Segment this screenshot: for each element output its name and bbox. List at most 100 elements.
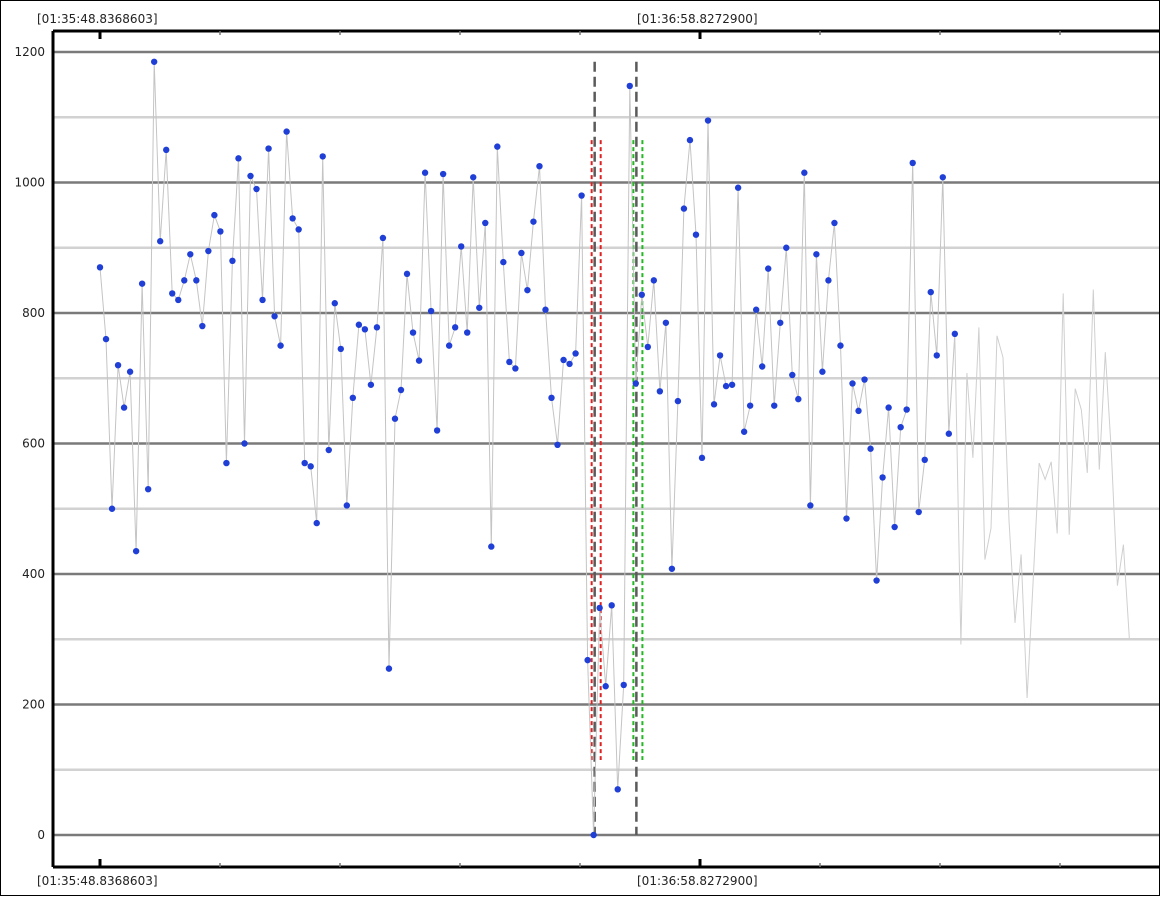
data-point	[157, 238, 164, 245]
vertical-markers	[590, 61, 644, 835]
data-point	[722, 382, 730, 390]
data-point	[271, 313, 278, 320]
y-tick-label: 200	[22, 698, 45, 712]
data-point	[355, 321, 363, 328]
data-point	[873, 577, 880, 584]
data-point	[680, 205, 688, 212]
data-point	[415, 357, 423, 364]
data-point	[813, 251, 820, 258]
data-point	[632, 380, 639, 387]
data-point	[506, 358, 513, 366]
data-point	[783, 244, 790, 251]
data-point	[734, 184, 742, 191]
data-point	[921, 456, 928, 464]
data-point	[265, 145, 272, 152]
data-point	[650, 277, 658, 284]
data-point	[855, 407, 862, 415]
data-point	[795, 395, 802, 403]
data-point	[289, 215, 296, 222]
data-point	[897, 423, 904, 431]
data-point	[458, 243, 465, 250]
data-point	[909, 159, 916, 167]
data-point	[494, 143, 501, 150]
data-point	[476, 304, 483, 311]
data-point	[777, 319, 784, 326]
series-line	[99, 61, 956, 836]
data-point	[373, 324, 381, 331]
y-tick-label: 600	[22, 437, 45, 451]
time-label-top-left: [01:35:48.8368603]	[37, 12, 158, 26]
data-point	[554, 441, 561, 449]
data-point	[638, 291, 645, 298]
data-point	[253, 185, 260, 193]
data-point	[752, 306, 760, 313]
data-point	[656, 388, 664, 395]
data-point	[728, 381, 736, 388]
y-tick-label: 800	[22, 306, 45, 320]
data-point	[789, 371, 796, 379]
plot-frame	[51, 29, 1159, 869]
data-point	[301, 459, 308, 467]
data-point	[169, 290, 176, 297]
data-point	[861, 376, 868, 383]
data-point	[247, 172, 254, 180]
data-point	[843, 515, 850, 522]
data-point	[825, 277, 832, 284]
data-point	[716, 352, 724, 359]
data-point	[349, 394, 357, 402]
data-point	[307, 463, 314, 470]
data-point	[831, 219, 838, 227]
data-point	[391, 415, 399, 422]
data-point	[325, 446, 332, 454]
data-point	[500, 258, 507, 266]
data-point	[295, 226, 302, 233]
data-point	[867, 445, 874, 452]
data-point	[331, 300, 338, 307]
data-point	[464, 329, 471, 336]
data-point	[903, 406, 910, 413]
data-point	[235, 155, 242, 162]
faded-series-line	[954, 289, 1130, 699]
data-point	[837, 342, 844, 349]
data-point	[614, 786, 621, 793]
data-point	[692, 231, 700, 238]
data-point	[144, 485, 152, 493]
data-point	[138, 280, 146, 287]
data-point	[927, 288, 934, 296]
data-point	[915, 508, 922, 516]
data-point	[421, 169, 429, 176]
data-point	[819, 368, 826, 375]
data-point	[602, 683, 609, 690]
data-point	[217, 228, 224, 235]
data-point	[277, 342, 284, 349]
data-point	[439, 170, 447, 178]
data-point	[337, 345, 344, 353]
data-point	[885, 404, 892, 411]
data-point	[698, 454, 706, 462]
data-point	[560, 356, 567, 364]
data-point	[229, 257, 236, 264]
data-point	[409, 329, 417, 336]
data-point	[620, 681, 627, 689]
data-point	[584, 656, 591, 664]
data-point	[181, 277, 188, 284]
data-point	[175, 296, 182, 304]
data-point	[590, 831, 597, 839]
data-point	[849, 380, 856, 387]
data-point	[578, 192, 585, 199]
data-point	[879, 474, 886, 481]
data-points	[96, 58, 959, 839]
data-point	[126, 368, 134, 375]
data-point	[524, 286, 531, 294]
time-label-top-right: [01:36:58.8272900]	[637, 12, 758, 26]
data-point	[939, 174, 946, 181]
data-point	[674, 397, 682, 405]
data-point	[241, 440, 248, 447]
data-point	[542, 306, 549, 313]
time-label-bottom-left: [01:35:48.8368603]	[37, 874, 158, 888]
data-point	[313, 519, 320, 527]
data-point	[548, 394, 555, 402]
data-point	[710, 401, 718, 408]
data-point	[385, 665, 393, 672]
